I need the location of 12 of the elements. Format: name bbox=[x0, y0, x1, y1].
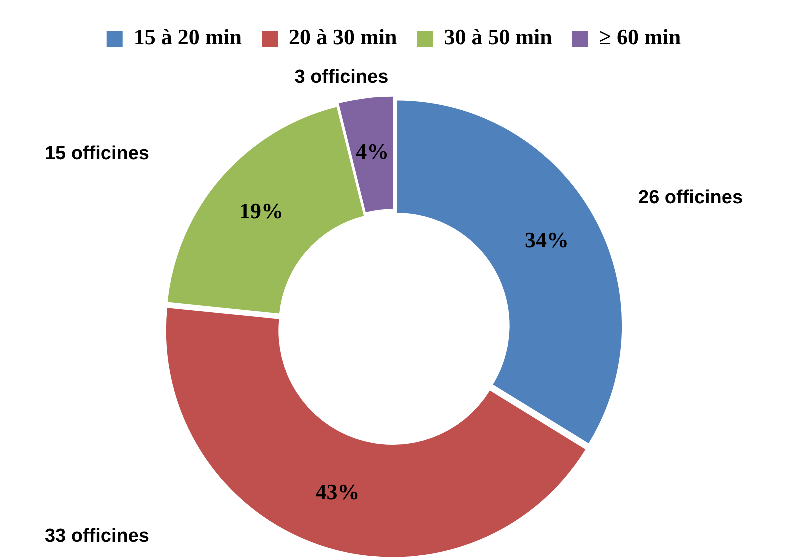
text: 43% bbox=[316, 479, 360, 504]
legend-label: 15 à 20 min bbox=[134, 24, 242, 50]
text: 34% bbox=[525, 228, 570, 253]
text: 19% bbox=[239, 198, 284, 224]
text: 4% bbox=[356, 139, 390, 164]
legend-label: ≥ 60 min bbox=[599, 24, 682, 50]
data-label: 33 officines bbox=[44, 526, 150, 548]
data-label: 26 officines bbox=[638, 188, 744, 209]
legend-label: 30 à 50 min bbox=[444, 24, 552, 50]
data-label: 3 officines bbox=[294, 67, 389, 88]
data-label: 15 officines bbox=[44, 144, 150, 165]
legend-label: 20 à 30 min bbox=[289, 24, 398, 50]
